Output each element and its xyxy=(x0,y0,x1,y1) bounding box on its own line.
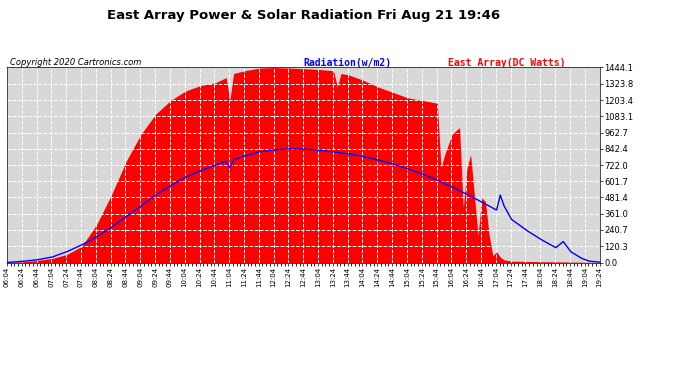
Text: Radiation(w/m2): Radiation(w/m2) xyxy=(304,58,392,68)
Text: East Array Power & Solar Radiation Fri Aug 21 19:46: East Array Power & Solar Radiation Fri A… xyxy=(107,9,500,22)
Text: East Array(DC Watts): East Array(DC Watts) xyxy=(448,58,566,68)
Text: Copyright 2020 Cartronics.com: Copyright 2020 Cartronics.com xyxy=(10,58,141,67)
